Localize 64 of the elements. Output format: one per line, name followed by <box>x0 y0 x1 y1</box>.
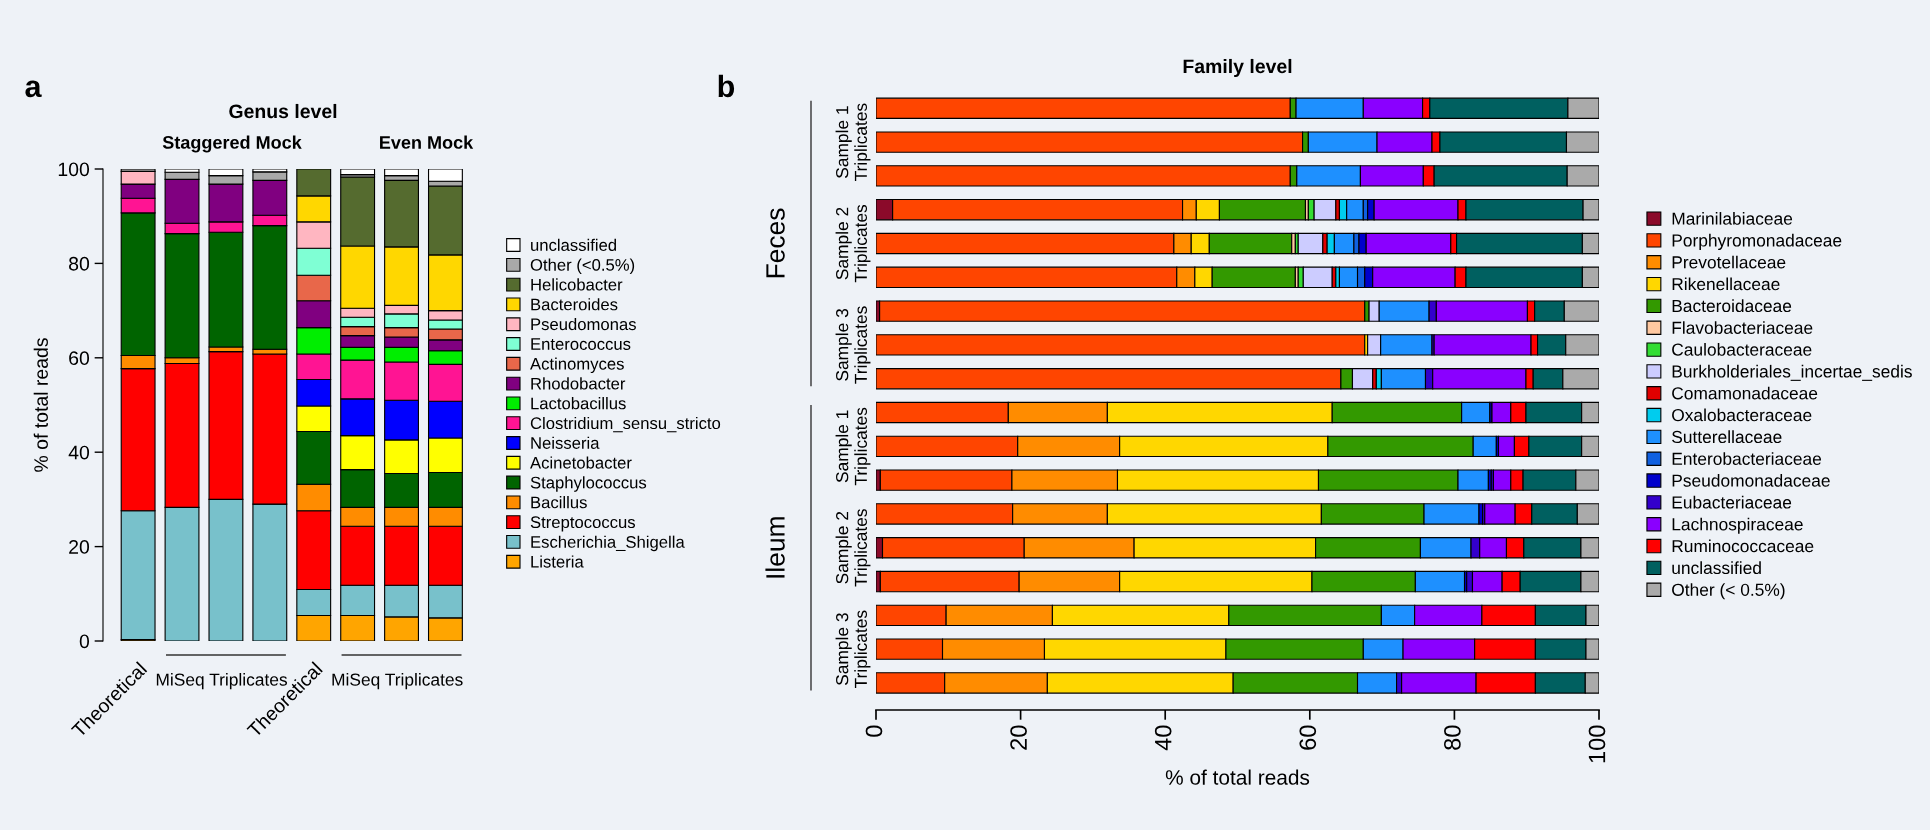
legend-label: Other (< 0.5%) <box>1672 583 1785 600</box>
text: Ileum <box>765 517 785 578</box>
legend-label: Helicobacter <box>531 278 623 291</box>
legend-label: Marinilabiaceae <box>1672 212 1793 225</box>
legend-label: Acinetobacter <box>530 456 632 469</box>
legend-label: Burkholderiales_incertae_sedis <box>1672 364 1912 381</box>
legend-label: Prevotellaceae <box>1672 255 1786 269</box>
legend-label: Lachnospiraceae <box>1672 517 1803 534</box>
legend-label: Comamonadaceae <box>1672 386 1818 400</box>
x-axis-title: % of total reads <box>1165 769 1310 785</box>
text: Even Mock <box>380 135 474 149</box>
y-tick-label: 40 <box>68 445 90 460</box>
y-axis-title: % of total reads <box>33 338 48 472</box>
legend-label: Sutterellaceae <box>1672 430 1782 444</box>
chart-title: Family level <box>1183 58 1292 78</box>
x-tick-label: 100 <box>1588 725 1606 763</box>
legend-label: Lactobacillus <box>531 397 626 410</box>
x-tick-label: 40 <box>1154 725 1172 751</box>
legend-label: Bacteroidaceae <box>1672 299 1792 313</box>
y-tick-label: Sample 2 Triplicates <box>835 509 871 587</box>
y-tick-label: Sample 1 Triplicates <box>835 103 871 181</box>
legend-label: unclassified <box>531 238 617 251</box>
x-tick-label: 20 <box>1010 725 1027 750</box>
y-tick-label: Sample 3 Triplicates <box>835 610 871 688</box>
legend-label: Enterobacteriaceae <box>1672 452 1822 465</box>
text: a <box>25 80 42 98</box>
legend-label: Neisseria <box>531 436 600 449</box>
y-tick-label: Sample 3 Triplicates <box>835 306 871 384</box>
legend-label: Oxalobacteraceae <box>1672 408 1812 422</box>
legend-label: Staphylococcus <box>530 476 647 492</box>
y-tick-label: 80 <box>69 256 90 271</box>
legend-label: Streptococcus <box>530 516 636 532</box>
legend-label: Rhodobacter <box>531 377 626 390</box>
legend-label: Eubacteriaceae <box>1672 495 1792 509</box>
legend-label: Pseudomonadaceae <box>1672 474 1830 487</box>
chart-title: Genus level <box>229 103 337 119</box>
legend-label: Other (<0.5%) <box>530 258 635 275</box>
y-tick-label: Sample 1 Triplicates <box>835 407 871 486</box>
x-tick-label: 0 <box>865 725 883 737</box>
text: b <box>718 74 735 98</box>
y-tick-label: 60 <box>69 351 90 366</box>
y-tick-label: 100 <box>58 162 90 177</box>
text: Staggered Mock <box>162 135 302 153</box>
y-tick-label: 0 <box>79 634 90 649</box>
legend-label: Bacillus <box>531 496 587 509</box>
y-tick-label: 20 <box>69 540 90 554</box>
text: Feces <box>766 208 785 278</box>
legend-label: Porphyromonadaceae <box>1672 233 1842 251</box>
x-tick-label: 60 <box>1299 725 1317 750</box>
legend-label: Listeria <box>531 555 584 568</box>
legend-label: Clostridium_sensu_stricto <box>530 416 721 433</box>
legend-label: Flavobacteriaceae <box>1672 321 1813 334</box>
y-tick-label: Sample 2 Triplicates <box>835 204 871 283</box>
legend-label: unclassified <box>1672 561 1761 575</box>
text: MiSeq Triplicates <box>332 673 463 690</box>
legend-label: Bacteroides <box>531 298 618 311</box>
legend-label: Actinomyces <box>530 357 624 374</box>
legend-label: Pseudomonas <box>531 317 636 331</box>
legend-label: Rikenellaceae <box>1672 277 1780 291</box>
x-tick-label: 80 <box>1444 725 1461 750</box>
legend-label: Escherichia_Shigella <box>531 535 685 552</box>
legend-label: Caulobacteraceae <box>1672 343 1812 356</box>
legend-label: Enterococcus <box>531 338 631 350</box>
legend-label: Ruminococcaceae <box>1672 539 1814 553</box>
